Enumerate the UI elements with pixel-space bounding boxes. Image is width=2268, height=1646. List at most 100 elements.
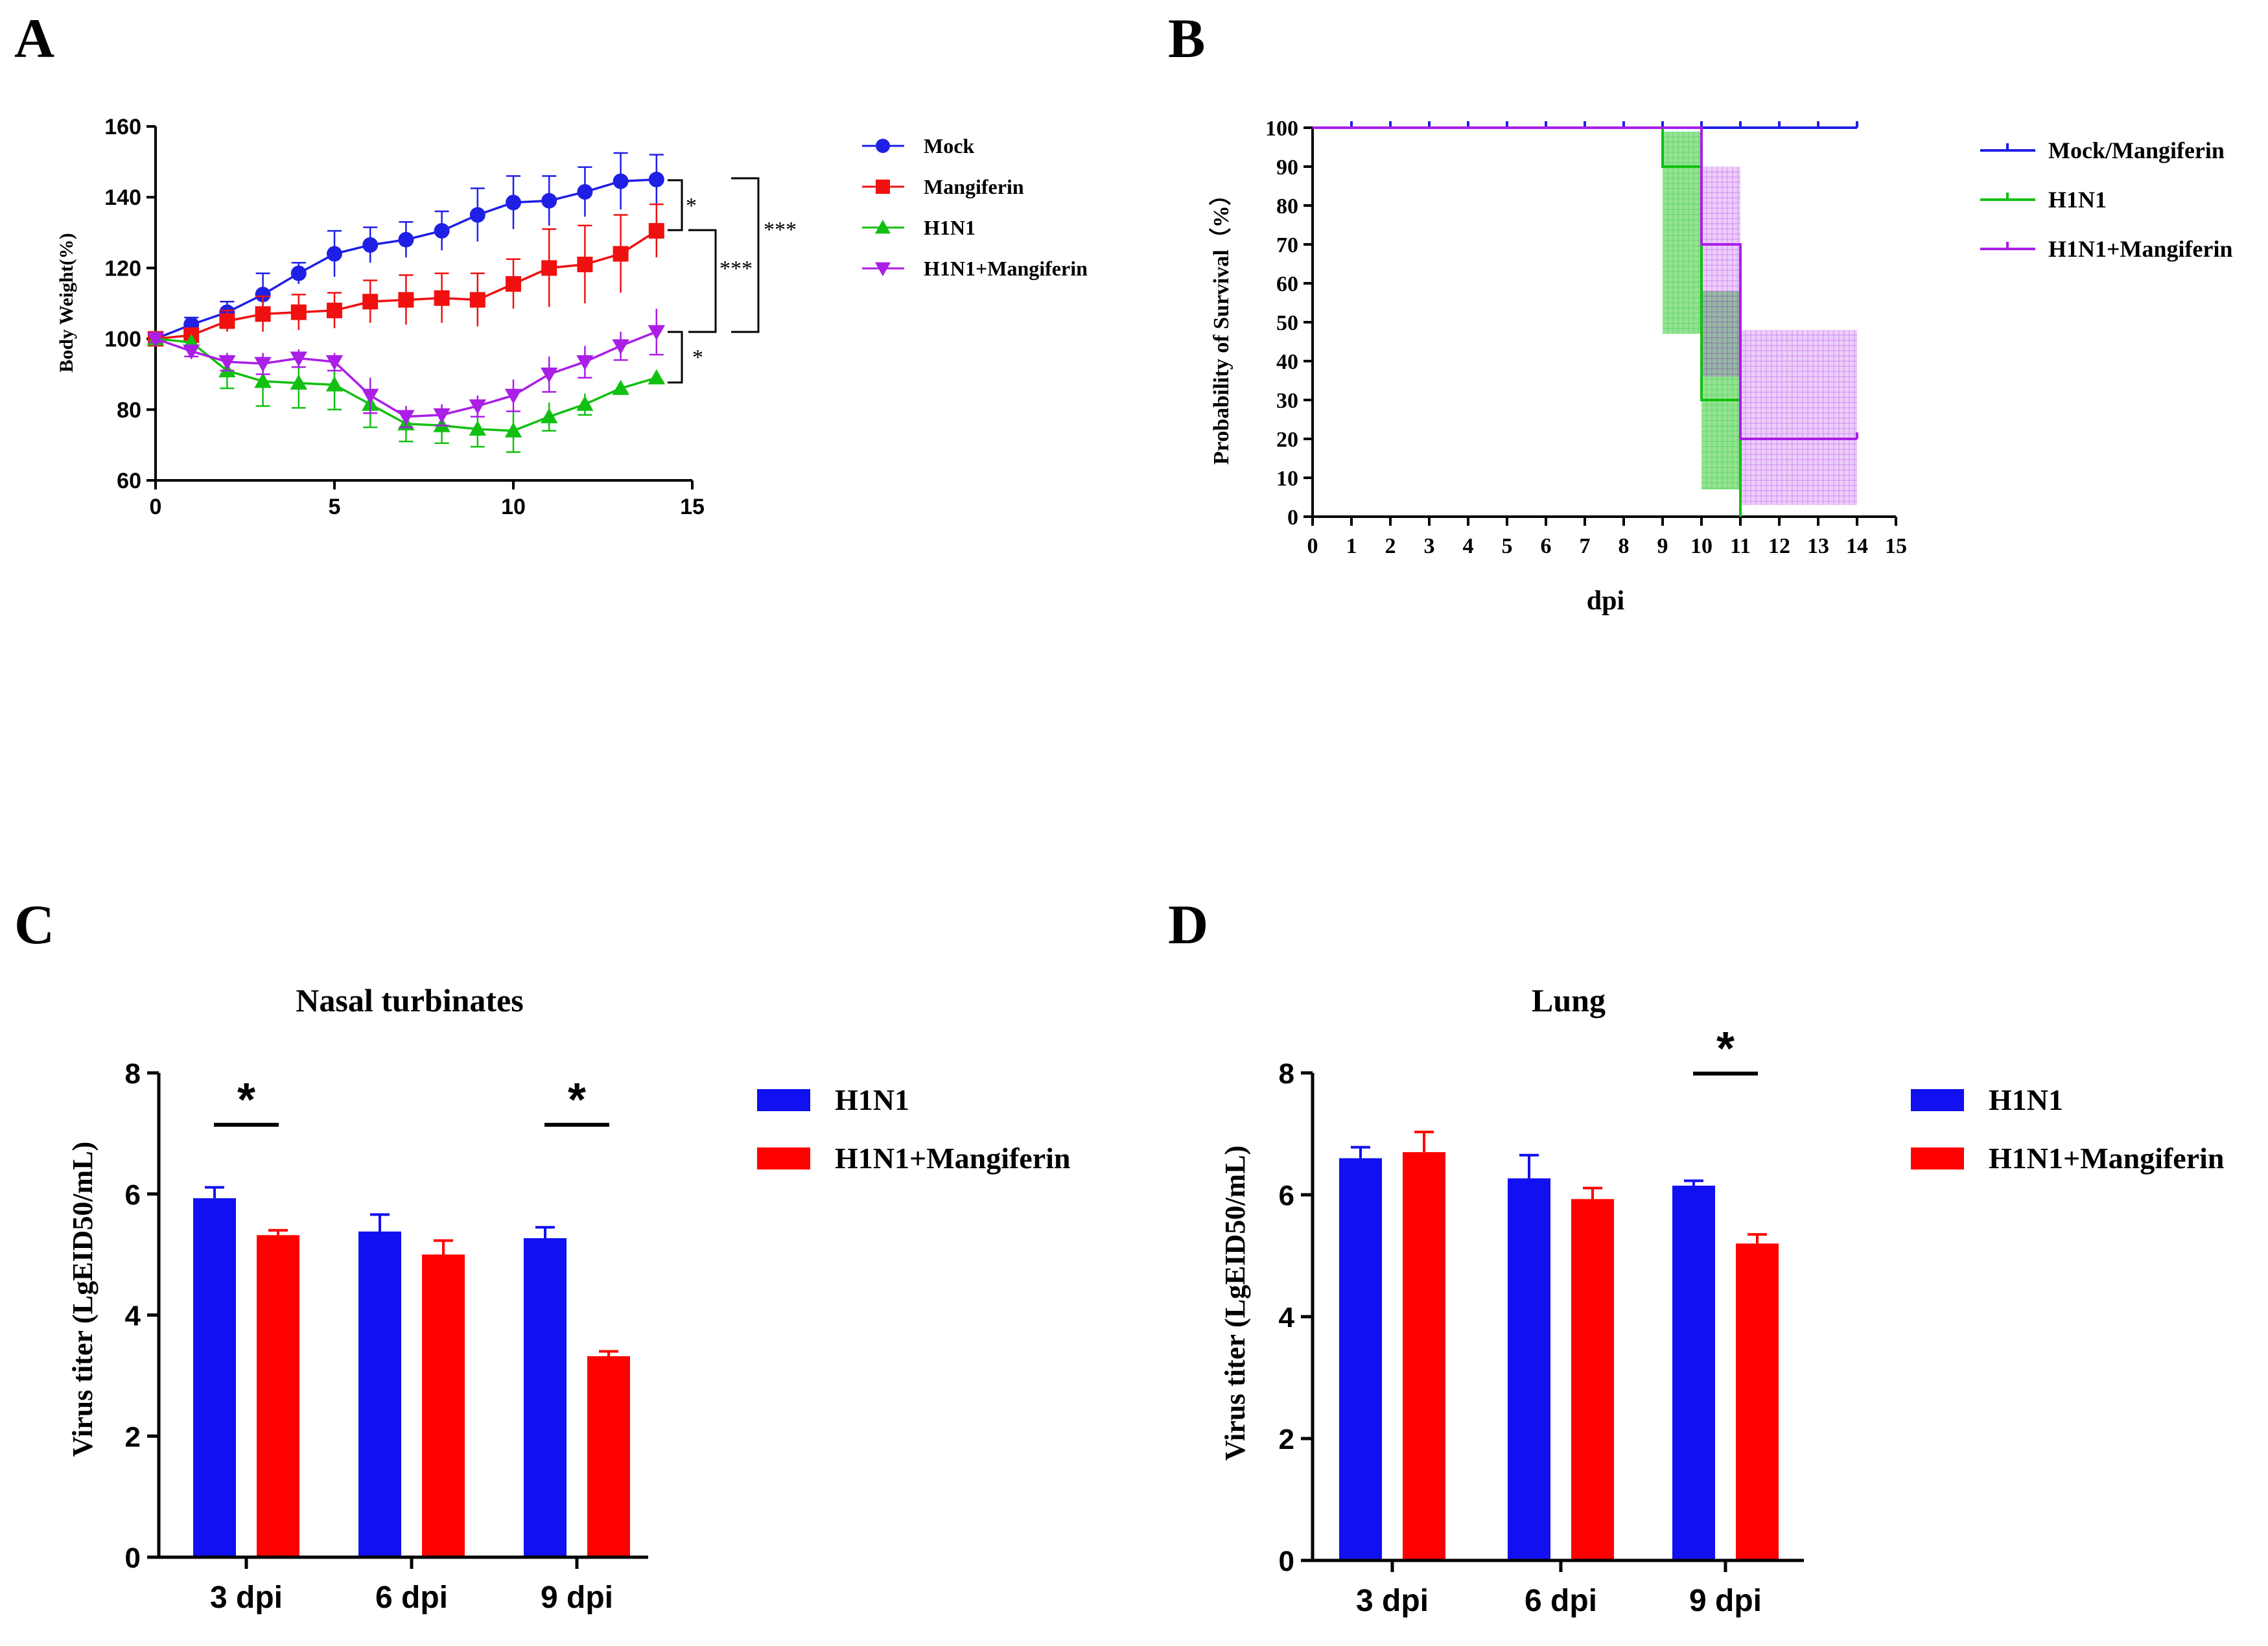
sig-star-a3: *** xyxy=(764,218,797,242)
panel-a-x-tick-label: 15 xyxy=(680,495,705,519)
bracket-mock-vs-h1n1mang xyxy=(731,177,760,333)
panel-b-series xyxy=(1313,121,1858,517)
legend-label: H1N1+Mangiferin xyxy=(2048,236,2232,262)
panel-c-y-tick-label: 0 xyxy=(125,1542,141,1574)
panel-d-lung-chart: Lung Virus titer (LgEID50/mL) 0 2 4 6 8 3 dpi… xyxy=(1219,982,2225,1618)
panel-c-y-tick-label: 4 xyxy=(125,1300,141,1332)
legend-label: Mangiferin xyxy=(924,175,1024,198)
data-point xyxy=(612,379,629,395)
data-point xyxy=(541,260,557,276)
panel-b-y-tick-label: 0 xyxy=(1287,506,1298,530)
bar-rect xyxy=(1571,1199,1614,1560)
panel-d-y-tick-label: 6 xyxy=(1279,1180,1294,1212)
panel-b-y-tick-label: 30 xyxy=(1276,389,1298,413)
significance-star: * xyxy=(237,1074,255,1126)
panel-c-y-tick-label: 6 xyxy=(125,1179,141,1211)
data-point xyxy=(146,332,165,347)
panel-c-legend: H1N1 H1N1+Mangiferin xyxy=(757,1083,1071,1175)
legend-entry-h1n1-mangiferin: H1N1+Mangiferin xyxy=(1911,1142,2225,1175)
data-point xyxy=(613,173,629,189)
legend-entry-h1n1-mangiferin: H1N1+Mangiferin xyxy=(862,257,1088,280)
panel-b-legend: Mock/Mangiferin H1N1 H1N1+Mangiferin xyxy=(1980,137,2232,262)
data-point xyxy=(362,237,379,253)
panel-c-x-tick-label: 6 dpi xyxy=(375,1581,448,1615)
panel-d-title: Lung xyxy=(1532,982,1606,1018)
bar-rect xyxy=(1508,1178,1550,1560)
panel-b-x-tick-label: 2 xyxy=(1385,534,1396,558)
panel-a-series xyxy=(146,152,665,453)
bracket-mock-vs-mangiferin xyxy=(668,179,683,231)
data-point xyxy=(290,304,307,320)
data-point xyxy=(576,395,594,411)
data-point xyxy=(648,171,664,187)
panel-label-d: D xyxy=(1168,893,1208,956)
panel-c-plot: 0 2 4 6 8 3 dpi 6 dpi 9 dpi * * xyxy=(125,1058,648,1615)
bar-rect xyxy=(193,1198,236,1557)
bar-rect xyxy=(587,1356,630,1557)
ci-band-h1n1-mangiferin xyxy=(1740,330,1857,505)
panel-a-ylabel: Body Weight(%) xyxy=(56,233,77,372)
legend-entry-h1n1-mangiferin: H1N1+Mangiferin xyxy=(1980,236,2232,262)
legend-swatch xyxy=(757,1089,810,1111)
panel-b-x-tick-label: 8 xyxy=(1619,534,1630,558)
legend-label: H1N1+Mangiferin xyxy=(835,1142,1071,1175)
data-point xyxy=(648,325,665,340)
legend-entry-mangiferin: Mangiferin xyxy=(862,175,1024,198)
data-point xyxy=(506,276,521,292)
panel-d-legend: H1N1 H1N1+Mangiferin xyxy=(1911,1083,2225,1175)
panel-b-x-tick-label: 14 xyxy=(1846,534,1868,558)
data-point xyxy=(469,207,485,223)
series-mock xyxy=(148,152,664,347)
data-point xyxy=(504,422,522,438)
data-point xyxy=(327,246,342,262)
data-point xyxy=(290,374,307,390)
data-point xyxy=(362,388,379,405)
panel-b-xlabel: dpi xyxy=(1587,586,1625,616)
survival-step-line-h1n1-mangiferin xyxy=(1313,126,1857,440)
panel-d-x-tick-label: 3 dpi xyxy=(1356,1584,1429,1618)
panel-b-x-tick-label: 12 xyxy=(1768,534,1790,558)
panel-c-x-tick-label: 3 dpi xyxy=(210,1581,283,1615)
ci-band-fill xyxy=(1701,291,1740,489)
sig-star-a4: * xyxy=(692,346,703,370)
data-point xyxy=(613,246,629,262)
panel-a-significance-brackets xyxy=(668,177,760,384)
bar-h1n1-mangiferin-3-dpi xyxy=(257,1229,299,1557)
legend-swatch xyxy=(1911,1147,1964,1170)
panel-b-y-tick-label: 40 xyxy=(1276,350,1298,374)
legend-entry-h1n1-mangiferin: H1N1+Mangiferin xyxy=(757,1142,1071,1175)
bar-rect xyxy=(1672,1185,1715,1560)
series-mangiferin xyxy=(148,203,664,347)
panel-c-nasal-turbinates-chart: Nasal turbinates Virus titer (LgEID50/mL… xyxy=(67,982,1071,1615)
data-point xyxy=(577,184,593,200)
data-point xyxy=(255,306,271,322)
data-point xyxy=(325,355,344,371)
data-point xyxy=(398,231,414,248)
legend-label: H1N1+Mangiferin xyxy=(1989,1142,2225,1175)
data-point xyxy=(576,355,594,371)
bar-h1n1-3-dpi xyxy=(193,1186,236,1557)
panel-c-ylabel: Virus titer (LgEID50/mL) xyxy=(67,1142,99,1457)
panel-a-y-tick-label: 120 xyxy=(104,256,141,281)
panel-b-x-tick-label: 11 xyxy=(1730,534,1751,558)
series-h1n1-mangiferin xyxy=(146,309,665,429)
data-point xyxy=(469,292,485,308)
panel-b-x-tick-label: 1 xyxy=(1346,534,1357,558)
panel-b-x-tick-label: 9 xyxy=(1657,534,1668,558)
panel-a-y-tick-label: 160 xyxy=(104,115,141,139)
data-point xyxy=(397,410,415,425)
ci-band-h1n1 xyxy=(1663,132,1701,334)
panel-d-ylabel: Virus titer (LgEID50/mL) xyxy=(1219,1146,1251,1461)
legend-marker xyxy=(874,219,891,234)
legend-entry-h1n1: H1N1 xyxy=(757,1083,909,1116)
bar-rect xyxy=(257,1235,299,1557)
bar-h1n1-mangiferin-9-dpi xyxy=(587,1350,630,1557)
panel-a-legend: Mock Mangiferin H1N1 H1N1+Mangiferin xyxy=(862,134,1088,280)
panel-b-x-tick-label: 10 xyxy=(1690,534,1713,558)
bar-h1n1-mangiferin-3-dpi xyxy=(1403,1131,1445,1560)
series-h1n1-mangiferin xyxy=(1313,126,1858,440)
data-point xyxy=(398,292,414,308)
panel-c-y-tick-label: 8 xyxy=(125,1058,141,1090)
